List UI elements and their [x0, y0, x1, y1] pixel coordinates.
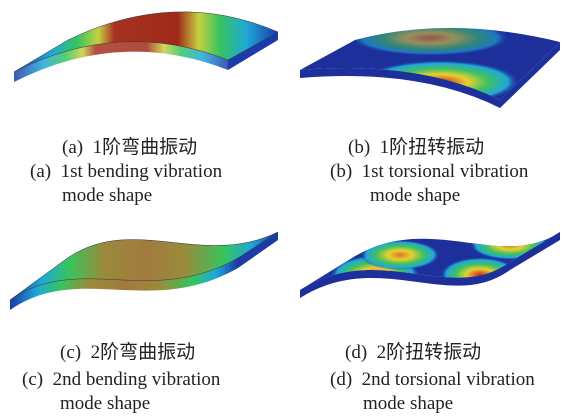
caption-en: mode shape	[370, 185, 460, 207]
caption-en: (b) 1st torsional vibration	[330, 161, 528, 183]
caption-en: (c) 2nd bending vibration	[22, 369, 220, 391]
caption-en: mode shape	[363, 393, 453, 415]
mode-region	[360, 240, 440, 270]
caption-cn: (a) 1阶弯曲振动	[62, 137, 197, 159]
caption-en: mode shape	[62, 185, 152, 207]
caption-cn: (d) 2阶扭转振动	[345, 342, 481, 364]
caption-en: (a) 1st bending vibration	[30, 161, 222, 183]
figure: (a) 1阶弯曲振动 (a) 1st bending vibration mod…	[0, 0, 562, 416]
mode-region	[350, 20, 510, 56]
caption-cn: (c) 2阶弯曲振动	[60, 342, 195, 364]
caption-en: mode shape	[60, 393, 150, 415]
caption-en: (d) 2nd torsional vibration	[330, 369, 535, 391]
caption-cn: (b) 1阶扭转振动	[348, 137, 484, 159]
mode-region	[470, 230, 550, 260]
mode-region	[440, 257, 520, 293]
